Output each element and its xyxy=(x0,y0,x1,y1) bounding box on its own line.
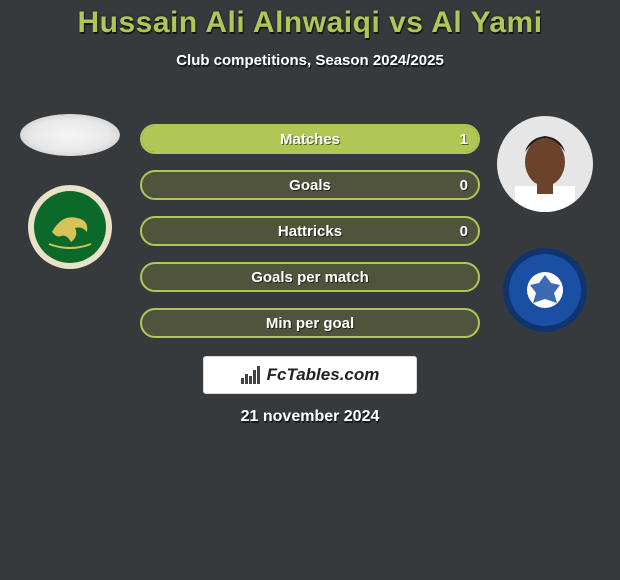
left-club-badge xyxy=(27,184,113,270)
stat-value-right: 1 xyxy=(460,126,468,152)
page-title: Hussain Ali Alnwaiqi vs Al Yami xyxy=(0,0,620,40)
right-club-badge xyxy=(502,247,588,333)
fctables-label: FcTables.com xyxy=(267,365,380,385)
date-label: 21 november 2024 xyxy=(0,408,620,426)
left-player-column xyxy=(10,114,130,270)
stat-label: Matches xyxy=(142,126,478,152)
stat-label: Hattricks xyxy=(142,218,478,244)
stat-row: Matches1 xyxy=(140,124,480,154)
right-player-avatar xyxy=(495,114,595,219)
stat-row: Goals0 xyxy=(140,170,480,200)
bar-chart-icon xyxy=(241,366,263,384)
stat-row: Goals per match xyxy=(140,262,480,292)
fctables-watermark: FcTables.com xyxy=(203,356,417,394)
stat-value-right: 0 xyxy=(460,218,468,244)
stat-label: Min per goal xyxy=(142,310,478,336)
stat-label: Goals xyxy=(142,172,478,198)
left-player-avatar xyxy=(20,114,120,156)
stat-value-right: 0 xyxy=(460,172,468,198)
subtitle: Club competitions, Season 2024/2025 xyxy=(0,52,620,69)
right-player-column xyxy=(490,114,600,333)
stat-label: Goals per match xyxy=(142,264,478,290)
stat-row: Min per goal xyxy=(140,308,480,338)
stats-area: Matches1Goals0Hattricks0Goals per matchM… xyxy=(140,124,480,354)
stat-row: Hattricks0 xyxy=(140,216,480,246)
